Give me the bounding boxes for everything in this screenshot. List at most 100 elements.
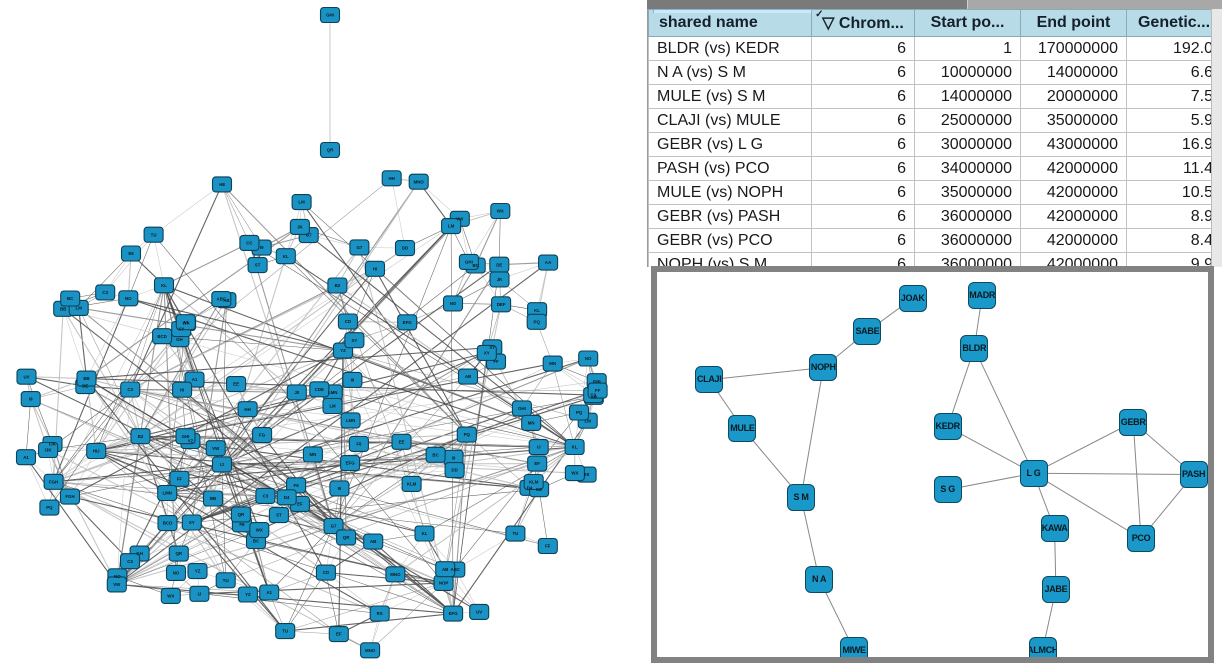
- svg-text:KL: KL: [161, 283, 167, 288]
- svg-text:XY: XY: [489, 345, 495, 350]
- svg-text:DE: DE: [496, 262, 502, 267]
- svg-text:QR: QR: [327, 148, 334, 153]
- svg-text:WX: WX: [497, 209, 504, 214]
- svg-text:WX: WX: [256, 528, 263, 533]
- svg-text:BC: BC: [67, 296, 74, 301]
- svg-text:EF: EF: [534, 461, 540, 466]
- svg-text:HIJ: HIJ: [93, 449, 100, 454]
- svg-text:EE: EE: [399, 439, 405, 444]
- svg-text:PQ: PQ: [464, 432, 471, 437]
- svg-text:D4: D4: [527, 485, 533, 490]
- svg-text:HH: HH: [244, 407, 250, 412]
- svg-text:FF: FF: [595, 388, 601, 393]
- svg-text:MN: MN: [528, 421, 535, 426]
- svg-text:DE: DE: [82, 384, 88, 389]
- svg-text:AB: AB: [370, 539, 376, 544]
- svg-text:HH: HH: [389, 176, 395, 181]
- svg-text:TU: TU: [282, 629, 288, 634]
- svg-text:YZ: YZ: [340, 348, 346, 353]
- svg-text:KL: KL: [534, 308, 540, 313]
- svg-text:B2: B2: [335, 283, 341, 288]
- svg-text:DEF: DEF: [497, 302, 506, 307]
- svg-text:CD: CD: [345, 319, 351, 324]
- svg-text:A1: A1: [23, 455, 29, 460]
- svg-text:C3: C3: [590, 393, 596, 398]
- svg-text:GHI: GHI: [182, 434, 190, 439]
- svg-text:MNO: MNO: [414, 179, 425, 184]
- svg-text:GH: GH: [176, 337, 183, 342]
- svg-text:A1: A1: [183, 320, 189, 325]
- svg-text:ABC: ABC: [451, 567, 461, 572]
- svg-text:LMN: LMN: [328, 390, 338, 395]
- svg-text:E5: E5: [128, 251, 134, 256]
- svg-text:LMN: LMN: [346, 418, 356, 423]
- svg-text:F6: F6: [294, 483, 300, 488]
- svg-text:AB: AB: [442, 567, 448, 572]
- svg-text:MN: MN: [549, 361, 556, 366]
- svg-text:I9: I9: [351, 378, 355, 383]
- svg-text:H8: H8: [219, 182, 225, 187]
- svg-text:EE: EE: [233, 382, 239, 387]
- svg-text:NO: NO: [125, 296, 132, 301]
- svg-text:HI: HI: [180, 387, 184, 392]
- svg-text:LM: LM: [298, 200, 305, 205]
- svg-text:IJK: IJK: [49, 442, 57, 447]
- svg-text:EE: EE: [536, 487, 542, 492]
- svg-text:VW: VW: [113, 582, 121, 587]
- svg-text:FF: FF: [177, 476, 183, 481]
- svg-text:EF: EF: [336, 632, 342, 637]
- svg-text:LM: LM: [76, 306, 83, 311]
- svg-text:UV: UV: [23, 374, 29, 379]
- svg-text:TU: TU: [512, 531, 518, 536]
- svg-text:YZ: YZ: [195, 569, 201, 574]
- svg-text:DD: DD: [402, 246, 408, 251]
- svg-text:YZ: YZ: [188, 439, 194, 444]
- svg-text:XY: XY: [189, 520, 195, 525]
- svg-text:I9: I9: [260, 245, 264, 250]
- svg-text:C3: C3: [263, 494, 269, 499]
- svg-text:G7: G7: [306, 233, 312, 238]
- svg-text:FF: FF: [545, 544, 551, 549]
- svg-text:DD: DD: [451, 468, 457, 473]
- svg-text:XY: XY: [178, 327, 184, 332]
- svg-text:PQ: PQ: [576, 410, 583, 415]
- svg-text:C3: C3: [102, 290, 108, 295]
- svg-text:IJ: IJ: [198, 591, 202, 596]
- svg-text:NO: NO: [114, 574, 121, 579]
- svg-text:BCD: BCD: [163, 521, 173, 526]
- svg-text:WX: WX: [167, 594, 174, 599]
- svg-text:ABC: ABC: [217, 297, 227, 302]
- svg-text:VW: VW: [212, 446, 220, 451]
- svg-text:QR: QR: [238, 512, 245, 517]
- svg-text:ST: ST: [255, 263, 261, 268]
- svg-text:EF: EF: [297, 502, 303, 507]
- svg-text:QR: QR: [176, 551, 183, 556]
- svg-text:MN: MN: [309, 452, 316, 457]
- svg-text:I9: I9: [29, 397, 33, 402]
- svg-text:TU: TU: [151, 232, 157, 237]
- svg-text:A1: A1: [192, 377, 198, 382]
- svg-text:E5: E5: [584, 472, 590, 477]
- svg-text:RS: RS: [377, 611, 383, 616]
- svg-text:EFG: EFG: [346, 461, 356, 466]
- svg-text:HI: HI: [373, 266, 377, 271]
- svg-text:TU: TU: [223, 578, 229, 583]
- svg-text:I9: I9: [338, 486, 342, 491]
- svg-text:GH: GH: [136, 551, 143, 556]
- svg-text:PQ: PQ: [46, 505, 53, 510]
- svg-text:JK: JK: [497, 277, 503, 282]
- svg-text:UV: UV: [476, 610, 482, 615]
- svg-text:LM: LM: [448, 224, 455, 229]
- svg-text:AA: AA: [545, 260, 552, 265]
- svg-text:NO: NO: [585, 356, 592, 361]
- svg-text:CDE: CDE: [315, 387, 324, 392]
- svg-text:G7: G7: [331, 524, 337, 529]
- svg-text:NOP: NOP: [439, 581, 449, 586]
- svg-text:IJK: IJK: [45, 448, 53, 453]
- svg-text:GHI: GHI: [326, 13, 334, 18]
- svg-text:BB: BB: [83, 376, 89, 381]
- svg-text:PQ: PQ: [534, 319, 541, 324]
- svg-text:J0: J0: [294, 390, 299, 395]
- svg-text:BC: BC: [473, 263, 480, 268]
- svg-text:KLM: KLM: [407, 482, 417, 487]
